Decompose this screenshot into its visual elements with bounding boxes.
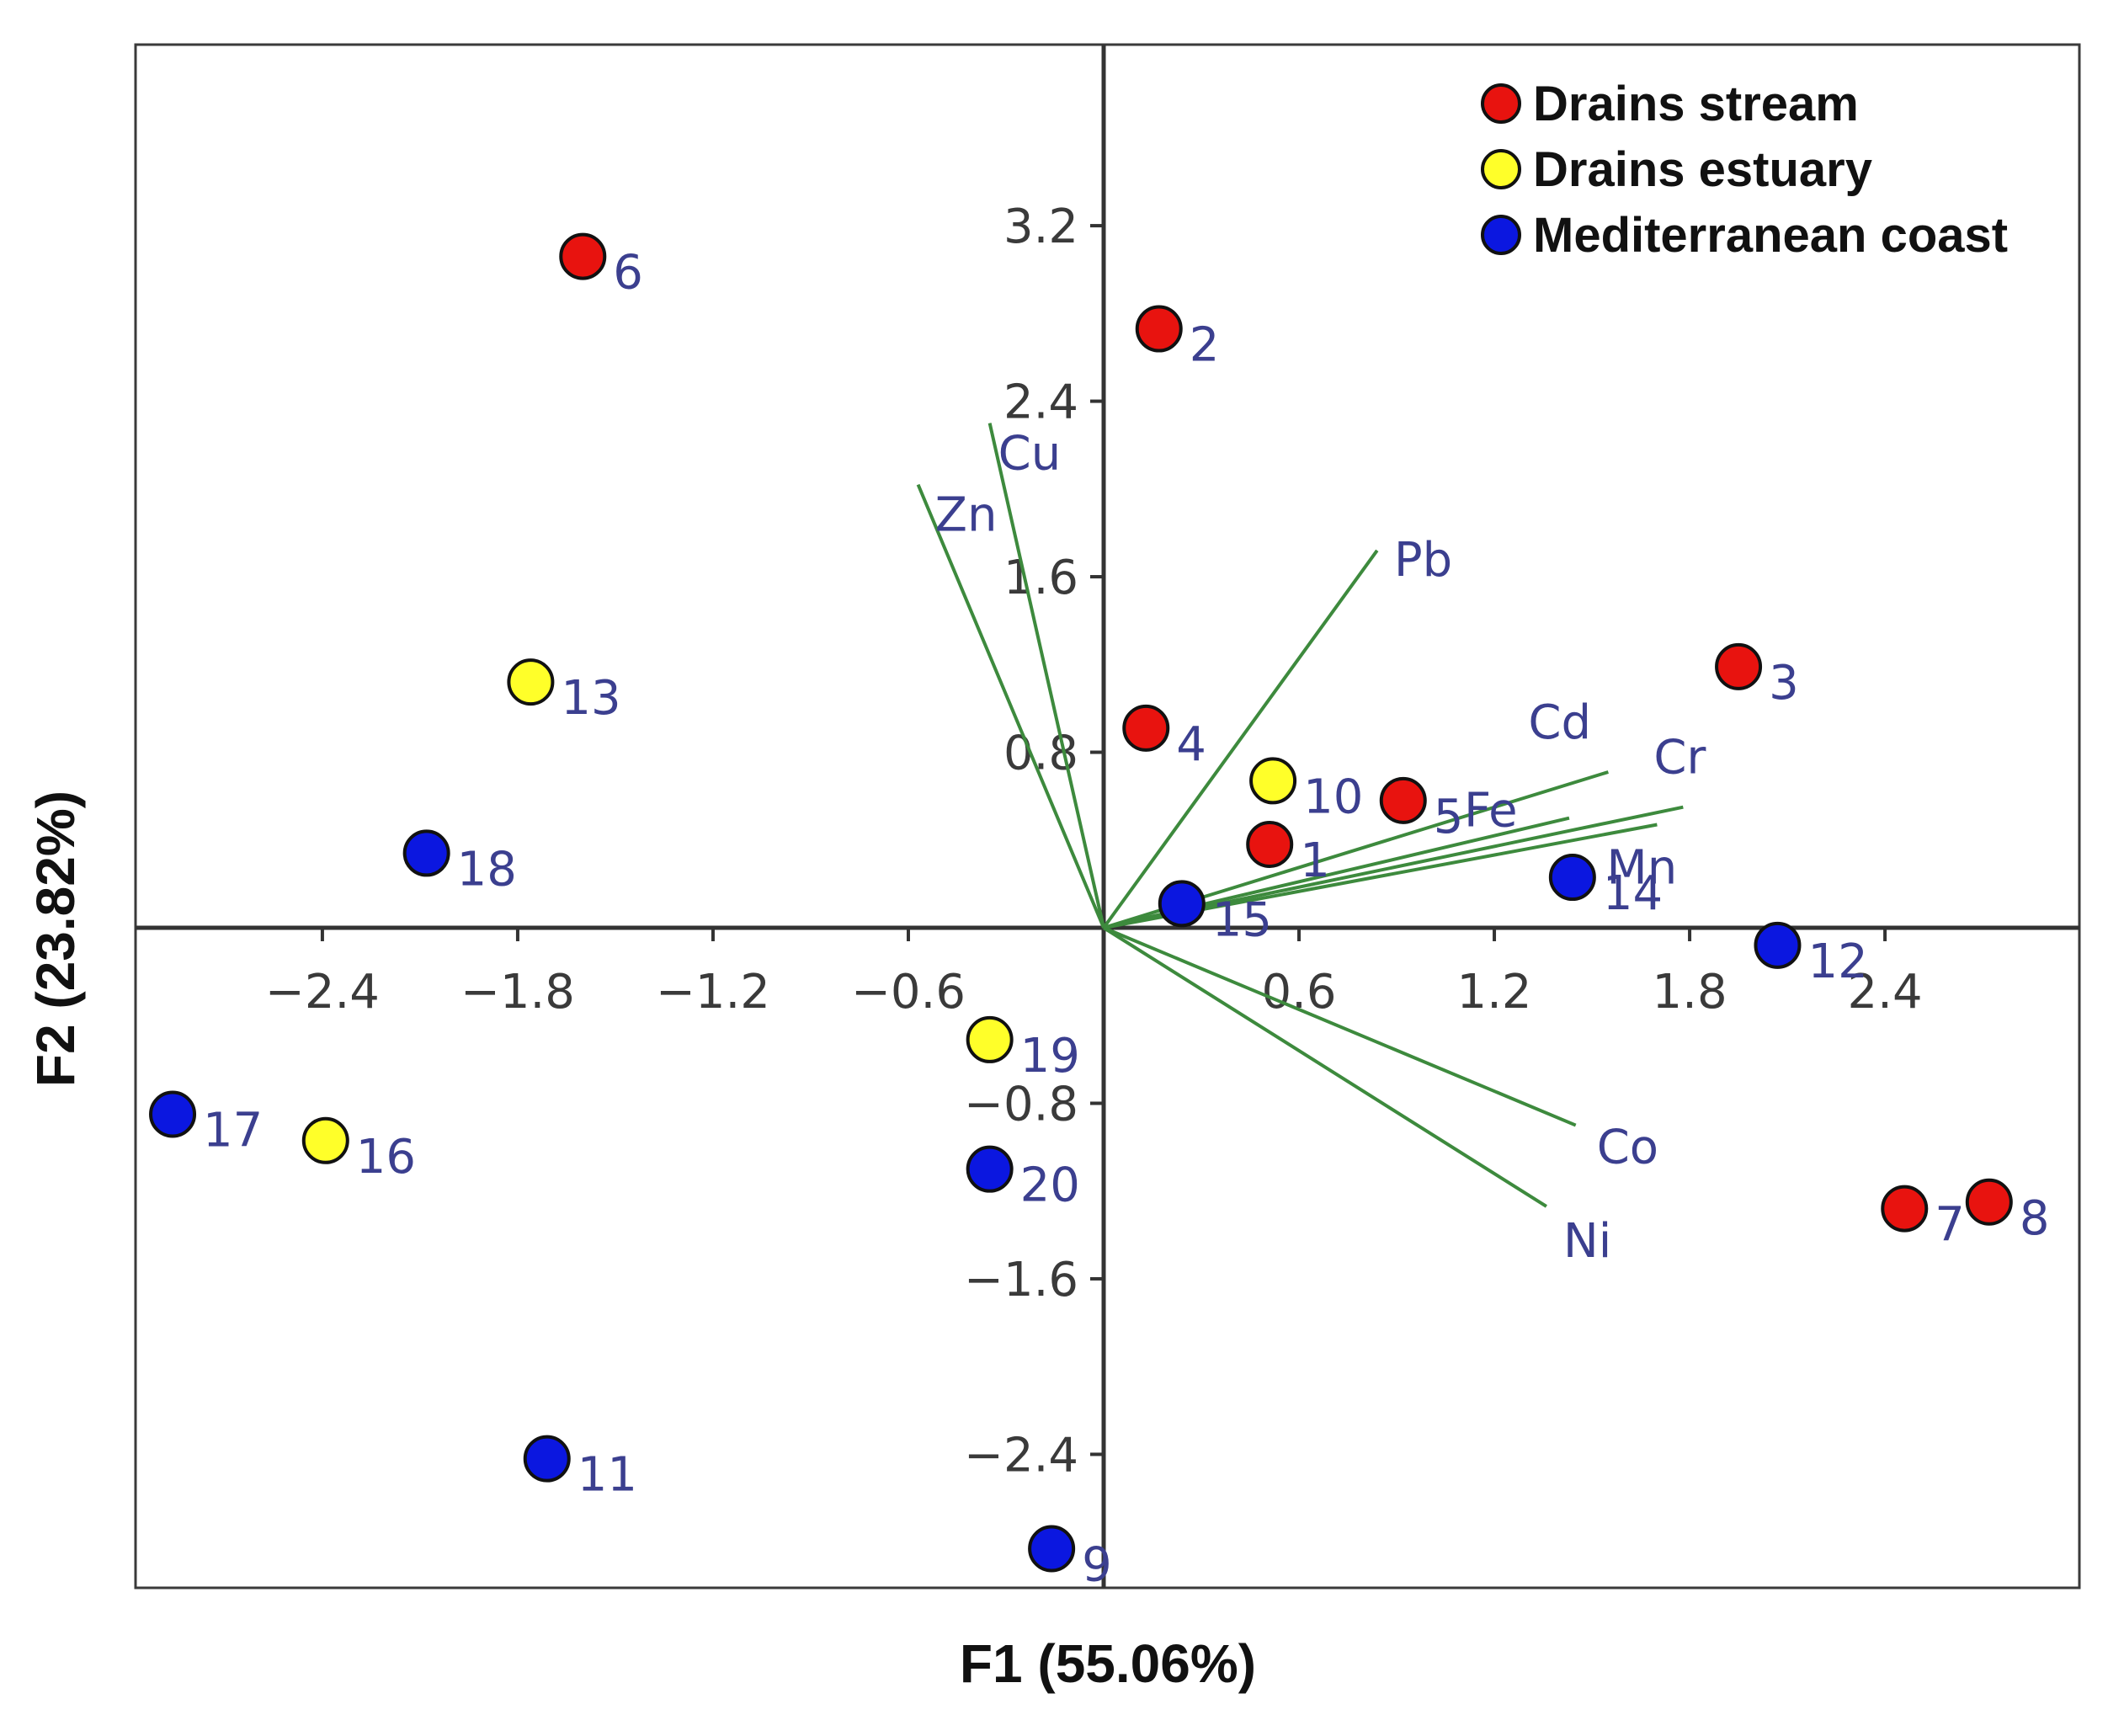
sample-point-20 — [966, 1145, 1014, 1193]
sample-label-16: 16 — [356, 1130, 416, 1185]
legend-label-1: Drains stream — [1533, 77, 1859, 131]
sample-label-8: 8 — [2020, 1191, 2050, 1246]
sample-point-10 — [1249, 757, 1297, 805]
loading-vector-pb — [1102, 549, 1379, 929]
loading-label-pb: Pb — [1394, 533, 1452, 588]
axes-group: −2.4 −1.8 −1.2 −0.6 0.6 1.2 1.8 2.43.22.41.60.8… — [134, 43, 2081, 1590]
sample-point-13 — [507, 658, 555, 706]
y-tick-label: −1.6 — [964, 1253, 1078, 1307]
y-tick-label: −2.4 — [964, 1428, 1078, 1483]
loading-label-zn: Zn — [935, 488, 998, 543]
sample-point-19 — [966, 1015, 1014, 1063]
sample-label-2: 2 — [1190, 318, 1220, 373]
sample-point-5 — [1379, 776, 1427, 824]
sample-point-12 — [1754, 921, 1802, 969]
loading-vector-zn — [916, 483, 1105, 929]
x-tick-label: −0.6 — [851, 965, 966, 1020]
sample-label-1: 1 — [1300, 833, 1330, 888]
sample-label-10: 10 — [1303, 769, 1363, 824]
sample-point-16 — [301, 1116, 349, 1164]
legend-marker-2 — [1481, 149, 1521, 189]
sample-label-18: 18 — [457, 842, 517, 897]
loading-label-fe: Fe — [1464, 784, 1518, 839]
sample-label-14: 14 — [1603, 866, 1663, 921]
loading-vector-co — [1103, 926, 1577, 1127]
loading-label-cr: Cr — [1653, 731, 1706, 785]
x-tick-label: −1.2 — [656, 965, 770, 1020]
sample-point-9 — [1028, 1525, 1076, 1573]
y-axis-title: F2 (23.82%) — [25, 791, 86, 1087]
y-tick-label: 3.2 — [1003, 200, 1078, 254]
legend-marker-3 — [1481, 215, 1521, 255]
sample-label-17: 17 — [203, 1104, 263, 1158]
sample-label-11: 11 — [578, 1448, 637, 1503]
x-tick-label: 0.6 — [1261, 965, 1336, 1020]
sample-label-9: 9 — [1082, 1537, 1112, 1592]
sample-label-3: 3 — [1769, 656, 1799, 711]
sample-label-4: 4 — [1176, 717, 1206, 772]
sample-point-8 — [1965, 1178, 2013, 1226]
sample-label-19: 19 — [1020, 1029, 1080, 1084]
loading-vector-cu — [987, 423, 1105, 929]
sample-point-4 — [1122, 704, 1170, 752]
loading-label-ni: Ni — [1563, 1214, 1611, 1269]
sample-point-7 — [1881, 1185, 1929, 1233]
sample-label-5: 5 — [1434, 790, 1464, 844]
loading-label-co: Co — [1597, 1121, 1658, 1175]
sample-label-7: 7 — [1935, 1198, 1965, 1253]
y-tick-label: 1.6 — [1003, 551, 1078, 605]
loading-label-cd: Cd — [1528, 695, 1591, 750]
sample-point-1 — [1246, 820, 1294, 868]
legend-label-2: Drains estuary — [1533, 142, 1872, 197]
legend-label-3: Mediterranean coast — [1533, 208, 2008, 263]
x-tick-label: −1.8 — [460, 965, 575, 1020]
sample-label-15: 15 — [1212, 892, 1272, 947]
sample-point-15 — [1158, 880, 1206, 928]
sample-point-11 — [523, 1435, 571, 1483]
loading-vector-ni — [1102, 926, 1547, 1208]
loading-label-mn: Mn — [1606, 841, 1677, 896]
x-axis-title: F1 (55.06%) — [960, 1633, 1256, 1694]
y-tick-label: 2.4 — [1003, 375, 1078, 430]
x-tick-label: 2.4 — [1848, 965, 1923, 1020]
sample-point-3 — [1715, 642, 1763, 690]
sample-label-13: 13 — [561, 671, 620, 726]
sample-point-17 — [149, 1090, 197, 1138]
sample-point-14 — [1548, 854, 1596, 902]
legend: Drains stream Drains estuary Mediterranean… — [1481, 77, 2008, 263]
legend-marker-1 — [1481, 83, 1521, 124]
sample-label-12: 12 — [1807, 935, 1867, 989]
x-tick-label: 1.2 — [1457, 965, 1532, 1020]
x-tick-label: 1.8 — [1653, 965, 1727, 1020]
y-tick-label: −0.8 — [964, 1077, 1078, 1132]
x-tick-label: −2.4 — [265, 965, 380, 1020]
loading-label-cu: Cu — [998, 427, 1062, 482]
sample-point-6 — [559, 232, 607, 280]
plot-frame — [134, 43, 2081, 1590]
sample-point-18 — [402, 829, 450, 877]
sample-label-6: 6 — [613, 246, 643, 301]
sample-point-2 — [1135, 305, 1183, 353]
sample-label-20: 20 — [1020, 1158, 1080, 1213]
